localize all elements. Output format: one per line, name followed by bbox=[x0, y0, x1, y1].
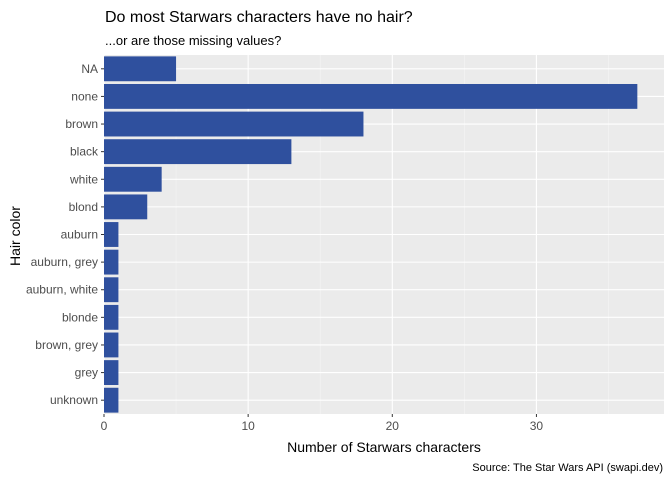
x-tick-label: 0 bbox=[101, 419, 108, 433]
y-axis-title: Hair color bbox=[7, 206, 23, 266]
chart-subtitle: ...or are those missing values? bbox=[105, 33, 281, 48]
bar bbox=[104, 111, 364, 137]
y-tick-label: auburn, grey bbox=[31, 255, 98, 269]
bar bbox=[104, 277, 119, 303]
y-tick-label: white bbox=[69, 172, 98, 186]
y-tick-label: unknown bbox=[50, 393, 98, 407]
y-axis-ticks: NA none brown black white blond auburn auburn, … bbox=[26, 62, 104, 407]
x-tick-label: 30 bbox=[530, 419, 544, 433]
bar bbox=[104, 139, 292, 165]
y-tick-label: blonde bbox=[62, 310, 98, 324]
y-tick-label: auburn, white bbox=[26, 283, 98, 297]
bars bbox=[104, 56, 638, 413]
y-tick-label: brown, grey bbox=[35, 338, 98, 352]
bar bbox=[104, 166, 162, 192]
y-tick-label: auburn bbox=[61, 228, 98, 242]
x-axis-ticks: 0 10 20 30 bbox=[101, 414, 544, 433]
y-tick-label: brown bbox=[65, 117, 98, 131]
y-tick-label: black bbox=[70, 145, 99, 159]
bar bbox=[104, 194, 148, 220]
x-axis-title: Number of Starwars characters bbox=[287, 439, 481, 455]
bar bbox=[104, 304, 119, 330]
chart-caption: Source: The Star Wars API (swapi.dev) bbox=[472, 462, 663, 474]
y-tick-label: blond bbox=[69, 200, 98, 214]
y-tick-label: NA bbox=[81, 62, 98, 76]
x-tick-label: 10 bbox=[241, 419, 255, 433]
x-tick-label: 20 bbox=[386, 419, 400, 433]
bar bbox=[104, 222, 119, 247]
y-tick-label: none bbox=[71, 89, 98, 103]
bar bbox=[104, 83, 638, 109]
y-tick-label: grey bbox=[75, 366, 98, 380]
bar bbox=[104, 387, 119, 413]
bar bbox=[104, 332, 119, 358]
bar bbox=[104, 56, 177, 82]
chart-title: Do most Starwars characters have no hair… bbox=[105, 9, 413, 26]
bar bbox=[104, 249, 119, 275]
bar bbox=[104, 360, 119, 386]
